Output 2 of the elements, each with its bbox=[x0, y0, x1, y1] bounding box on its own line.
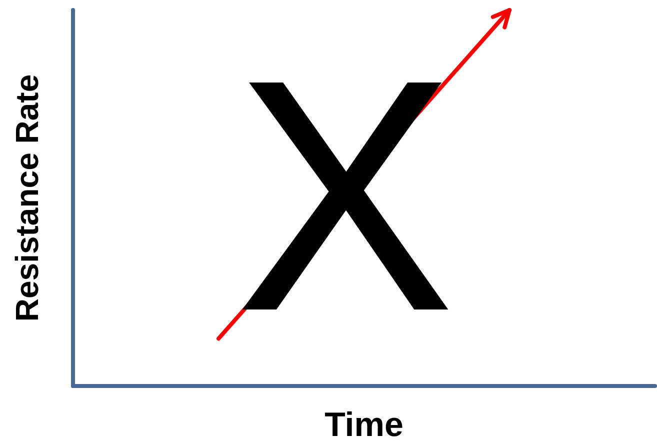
x-axis-title: Time bbox=[324, 406, 404, 444]
y-axis-title: Resistance Rate bbox=[9, 74, 45, 322]
